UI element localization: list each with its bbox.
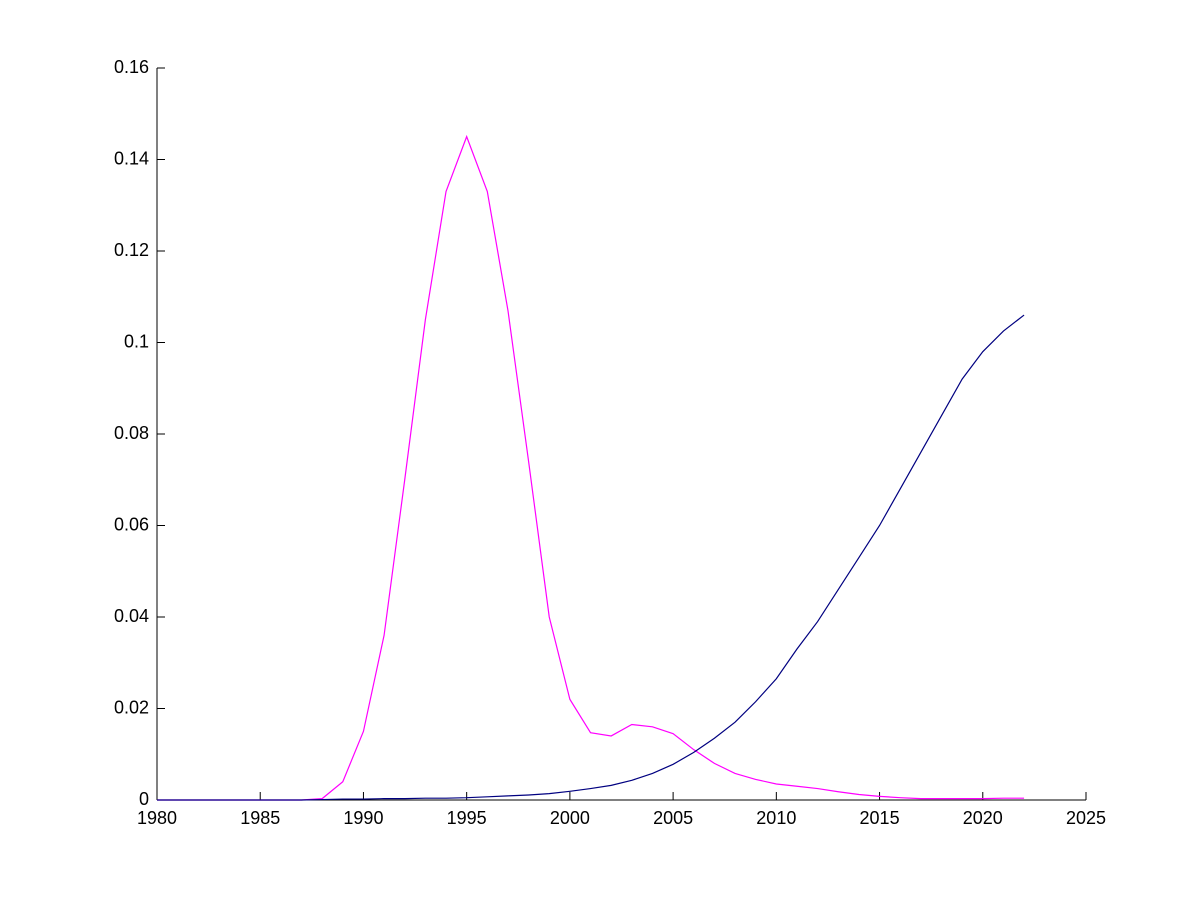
y-tick-label: 0.12: [114, 240, 149, 260]
y-tick-label: 0.04: [114, 606, 149, 626]
y-tick-label: 0.16: [114, 57, 149, 77]
series-line: [157, 314, 1025, 801]
x-tick-label: 2015: [860, 808, 900, 828]
x-tick-label: 1990: [343, 808, 383, 828]
y-tick-label: 0.14: [114, 148, 149, 168]
x-tick-label: 1995: [447, 808, 487, 828]
y-tick-label: 0.06: [114, 514, 149, 534]
x-tick-label: 1980: [137, 808, 177, 828]
y-tick-label: 0.08: [114, 423, 149, 443]
x-tick-label: 2000: [550, 808, 590, 828]
y-tick-label: 0: [139, 789, 149, 809]
y-tick-label: 0.02: [114, 697, 149, 717]
x-tick-label: 2020: [963, 808, 1003, 828]
x-tick-label: 2005: [653, 808, 693, 828]
y-tick-label: 0.1: [124, 331, 149, 351]
x-tick-label: 2010: [756, 808, 796, 828]
x-tick-label: 2025: [1066, 808, 1106, 828]
x-tick-label: 1985: [240, 808, 280, 828]
